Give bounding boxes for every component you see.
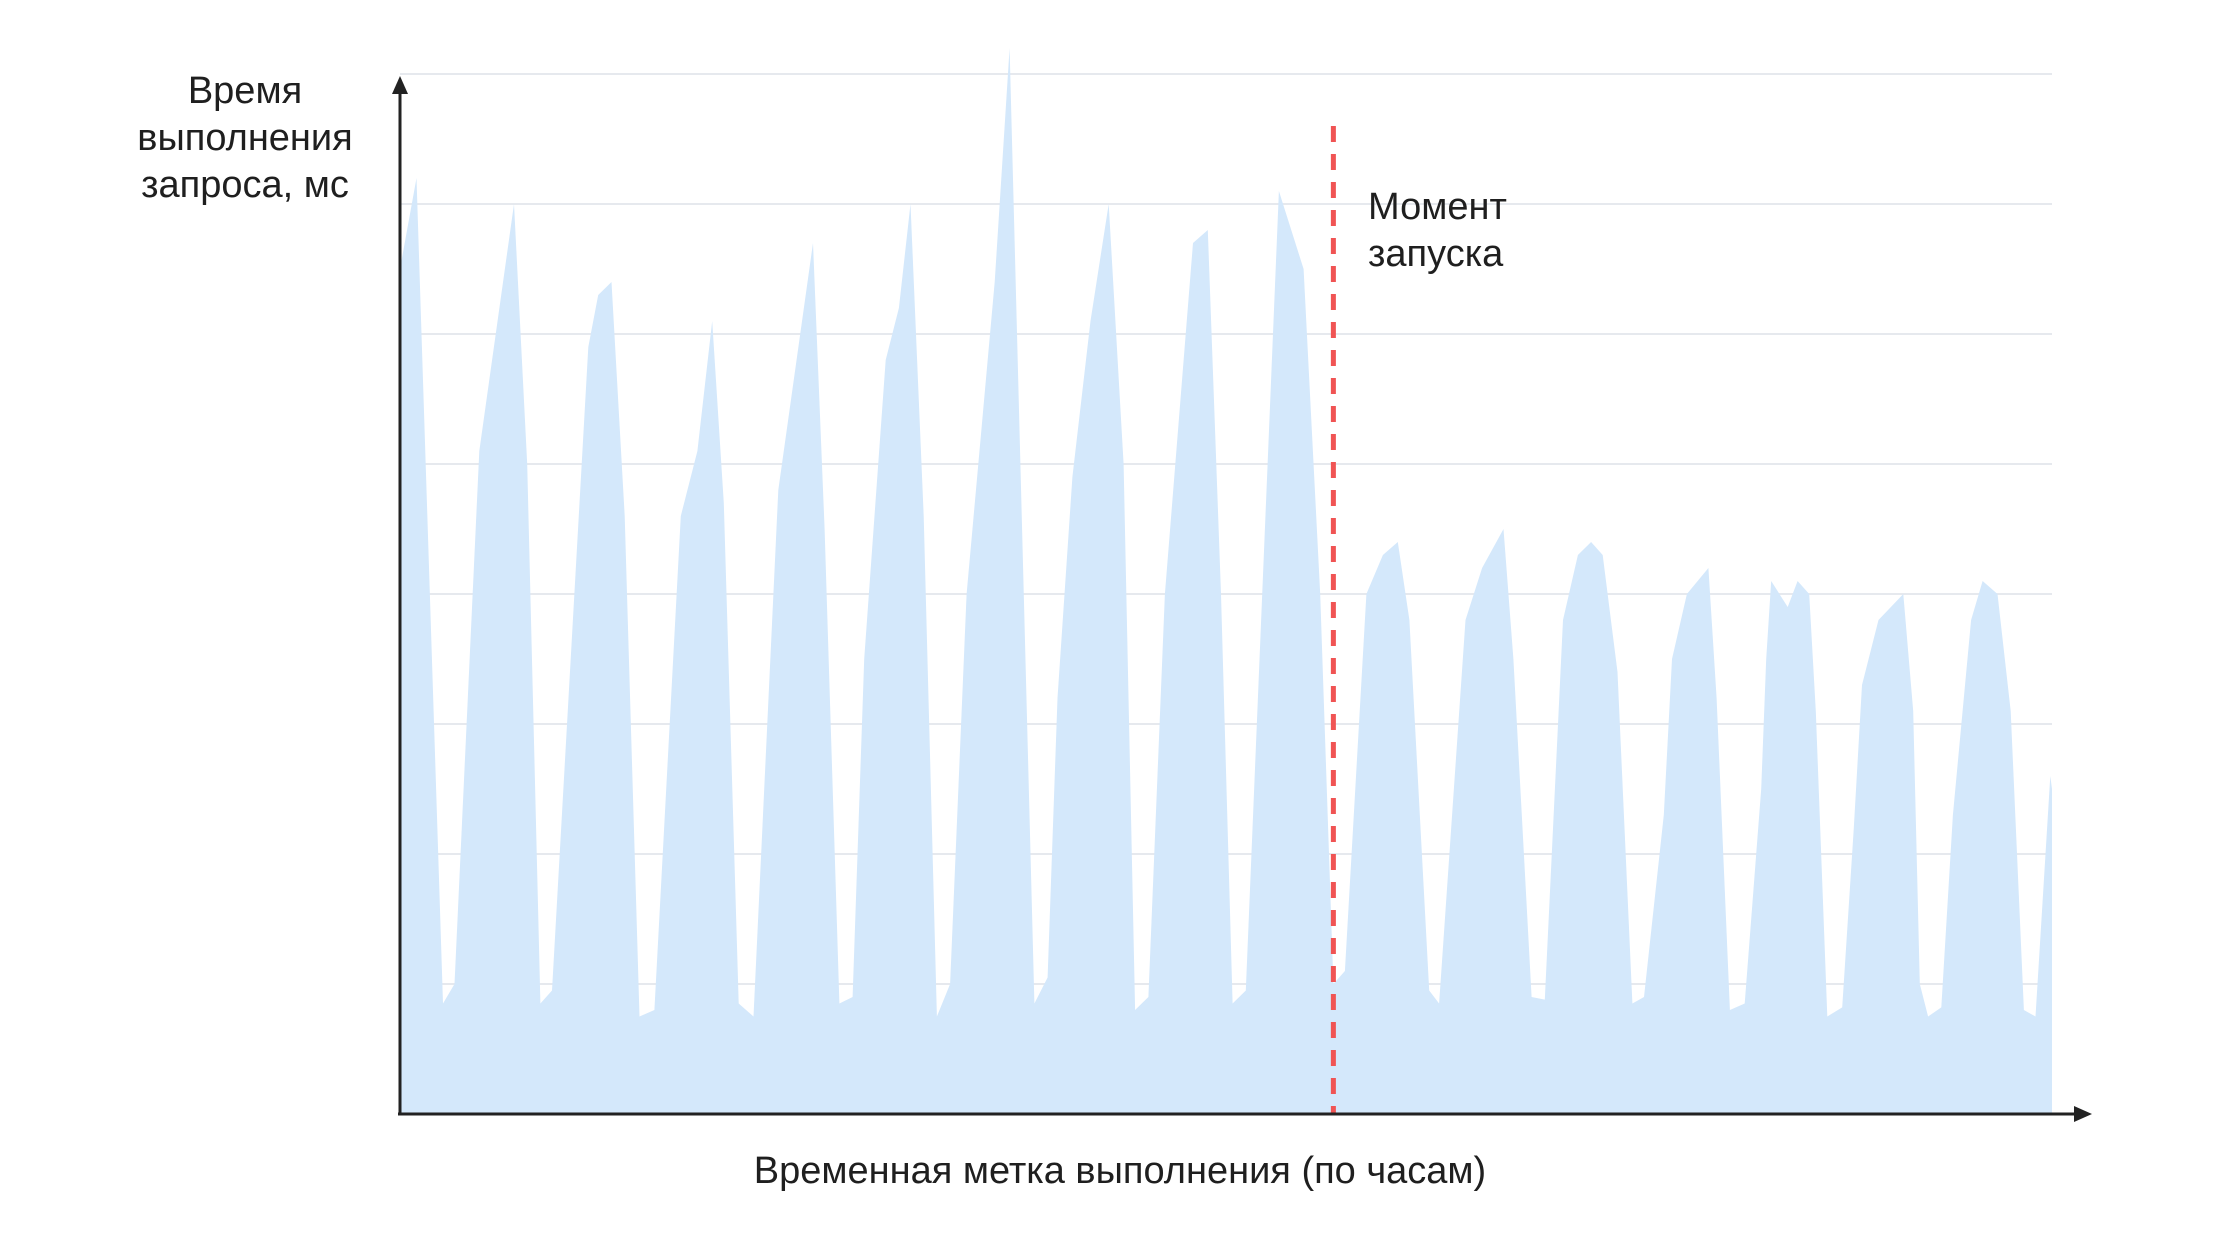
x-axis-label: Временная метка выполнения (по часам): [753, 1150, 1487, 1192]
launch-marker-label-line: Момент: [1368, 186, 1507, 228]
launch-marker-label-line: запуска: [1368, 233, 1504, 275]
latency-area: [400, 48, 2052, 1114]
launch-marker-label: Момент запуска: [1368, 184, 1507, 278]
y-axis-label-line: запроса, мс: [141, 164, 349, 206]
y-axis-label-line: Время: [187, 70, 303, 112]
y-axis-label-line: выполнения: [137, 117, 353, 159]
y-axis: [392, 76, 408, 1114]
y-axis-label: Время выполнения запроса, мс: [100, 68, 390, 209]
x-axis: [398, 1106, 2092, 1122]
